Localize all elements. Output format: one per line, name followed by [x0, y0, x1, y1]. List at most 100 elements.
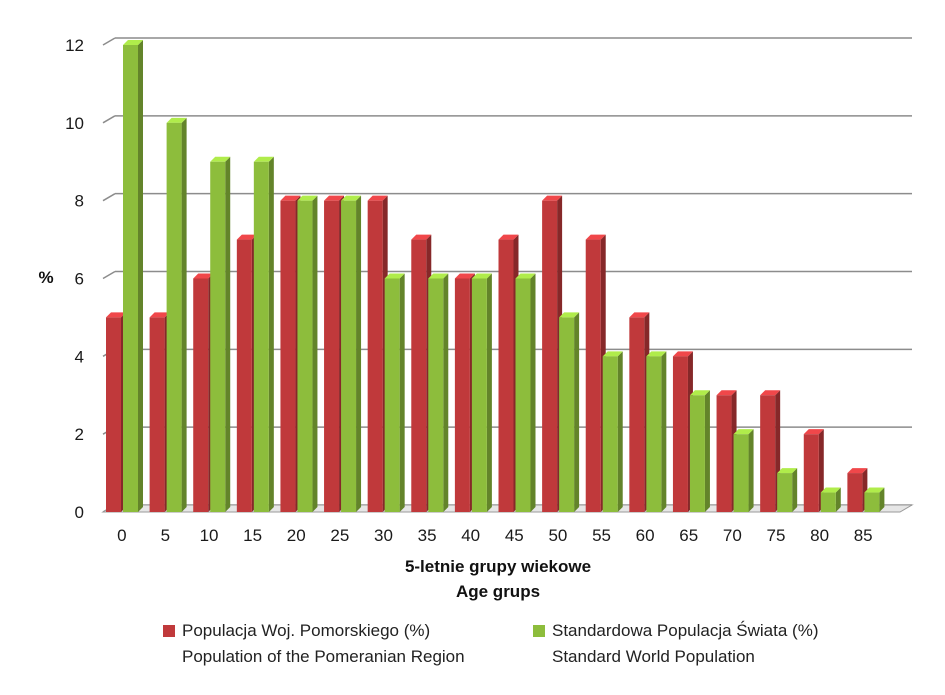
bar-side [443, 273, 449, 512]
bar-world [428, 278, 444, 512]
bar-side [704, 390, 710, 512]
legend-label: Standardowa Populacja Świata (%) [552, 621, 819, 640]
bar-side [530, 273, 536, 512]
bar-pomeranian [760, 395, 776, 512]
x-tick-label: 60 [636, 526, 655, 545]
bar-top [803, 429, 824, 435]
legend-item-series-1: Populacja Woj. Pomorskiego (%) Populatio… [163, 618, 465, 670]
bar-pomeranian [847, 473, 863, 512]
gridline-depth [102, 115, 116, 124]
bar-top [471, 273, 492, 279]
x-tick-label: 10 [200, 526, 219, 545]
bar-top [210, 156, 231, 162]
x-tick-label: 20 [287, 526, 306, 545]
y-tick-label: 2 [75, 425, 84, 444]
bar-top [672, 351, 693, 357]
bar-top [847, 468, 868, 474]
bar-pomeranian [498, 239, 514, 513]
y-tick-label: 12 [65, 36, 84, 55]
bar-pomeranian [672, 356, 688, 512]
bar-pomeranian [280, 200, 296, 512]
x-tick-label: 35 [418, 526, 437, 545]
x-axis-label: 5-letnie grupy wiekowe [405, 557, 591, 576]
x-tick-label: 5 [161, 526, 170, 545]
bar-world [733, 434, 749, 512]
legend-label-en: Standard World Population [552, 647, 755, 666]
x-tick-label: 15 [243, 526, 262, 545]
y-tick-label: 6 [75, 270, 84, 289]
bar-top [166, 117, 187, 123]
bar-side [748, 429, 754, 512]
bar-top [106, 312, 126, 318]
bar-top [716, 390, 737, 396]
bar-top [602, 351, 623, 357]
bar-pomeranian [324, 200, 340, 512]
legend-swatch-red [163, 625, 175, 637]
gridline-depth [102, 193, 116, 202]
legend-label: Populacja Woj. Pomorskiego (%) [182, 621, 431, 640]
bar-top [324, 195, 345, 201]
bar-top [428, 273, 449, 279]
bar-top [149, 312, 170, 318]
gridline-depth [102, 270, 116, 280]
bar-world [123, 45, 138, 512]
bar-top [253, 156, 274, 162]
bar-pomeranian [716, 395, 732, 512]
bar-top [585, 234, 606, 240]
bar-top [193, 273, 214, 279]
y-axis-label: % [38, 268, 53, 287]
bar-top [559, 312, 580, 318]
bar-world [471, 278, 487, 512]
bar-top [733, 429, 754, 435]
bar-top [236, 234, 257, 240]
bar-pomeranian [454, 278, 470, 512]
bar-world [341, 200, 357, 512]
bar-world [559, 317, 575, 512]
x-tick-label: 30 [374, 526, 393, 545]
bar-side [399, 273, 405, 512]
x-tick-label: 45 [505, 526, 524, 545]
x-tick-label: 55 [592, 526, 611, 545]
bar-side [138, 40, 143, 512]
bar-side [312, 195, 318, 512]
bar-side [835, 487, 841, 512]
bar-world [689, 395, 705, 512]
bar-side [617, 351, 623, 512]
x-tick-label: 50 [548, 526, 567, 545]
bar-side [268, 156, 274, 512]
x-tick-label: 70 [723, 526, 742, 545]
bar-side [181, 117, 187, 512]
bar-top [367, 195, 388, 201]
x-tick-label: 85 [854, 526, 873, 545]
bar-world [297, 200, 313, 512]
bar-world [384, 278, 400, 512]
bar-side [661, 351, 667, 512]
bar-side [792, 468, 798, 512]
bar-top [411, 234, 432, 240]
bar-top [454, 273, 475, 279]
gridline-depth [102, 37, 116, 46]
bar-pomeranian [193, 278, 209, 512]
bar-world [777, 473, 793, 512]
y-axis-ticks: 0 2 4 6 8 10 12 [65, 36, 84, 522]
bar-world [820, 492, 836, 512]
bar-pomeranian [585, 239, 601, 513]
bar-pomeranian [236, 239, 252, 513]
bar-world [253, 161, 269, 512]
x-axis-label-en: Age grups [456, 582, 540, 601]
bar-top [498, 234, 519, 240]
bar-top [341, 195, 362, 201]
bar-top [646, 351, 667, 357]
bar-top [542, 195, 563, 201]
bar-pomeranian [149, 317, 165, 512]
bar-top [515, 273, 536, 279]
legend-label-en: Population of the Pomeranian Region [182, 647, 465, 666]
bars [106, 40, 885, 513]
bar-pomeranian [367, 200, 383, 512]
x-tick-label: 25 [330, 526, 349, 545]
bar-top [864, 487, 885, 493]
legend-item-series-2: Standardowa Populacja Świata (%) Standar… [533, 618, 818, 670]
x-tick-label: 65 [679, 526, 698, 545]
bar-side [879, 487, 885, 512]
bar-side [225, 156, 231, 512]
